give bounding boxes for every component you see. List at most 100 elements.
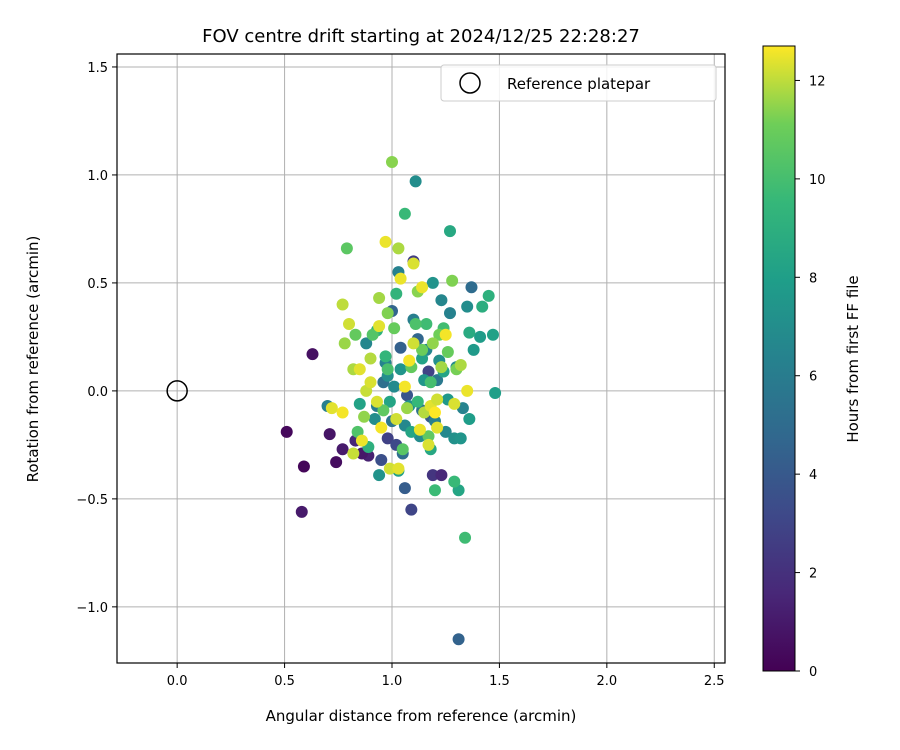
data-point bbox=[383, 462, 396, 475]
data-point bbox=[377, 404, 390, 417]
data-point bbox=[280, 425, 293, 438]
reference-marker bbox=[166, 380, 188, 402]
data-point bbox=[463, 412, 476, 425]
data-point bbox=[426, 276, 439, 289]
data-point bbox=[459, 531, 472, 544]
data-point bbox=[370, 395, 383, 408]
data-point bbox=[353, 397, 366, 410]
y-axis-label: Rotation from reference (arcmin) bbox=[24, 236, 42, 483]
data-point bbox=[381, 363, 394, 376]
data-point bbox=[330, 456, 343, 469]
data-point bbox=[358, 410, 371, 423]
colorbar-label: Hours from first FF file bbox=[844, 275, 862, 442]
data-point bbox=[385, 155, 398, 168]
data-point bbox=[340, 242, 353, 255]
data-point bbox=[366, 328, 379, 341]
x-axis-ticks: 0.0 0.5 1.0 1.5 2.0 2.5 bbox=[167, 663, 725, 689]
data-point bbox=[394, 363, 407, 376]
data-point bbox=[461, 384, 474, 397]
data-point bbox=[422, 438, 435, 451]
data-point bbox=[297, 460, 310, 473]
data-point bbox=[411, 395, 424, 408]
data-point bbox=[364, 352, 377, 365]
data-point bbox=[435, 361, 448, 374]
x-axis-label: Angular distance from reference (arcmin) bbox=[266, 707, 577, 725]
data-point bbox=[409, 317, 422, 330]
data-point bbox=[343, 317, 356, 330]
data-point bbox=[373, 292, 386, 305]
x-tick-label: 2.5 bbox=[704, 674, 725, 689]
x-tick-label: 1.0 bbox=[382, 674, 403, 689]
data-point bbox=[407, 257, 420, 270]
colorbar-ticks: 0 2 4 6 8 10 12 bbox=[795, 74, 826, 680]
data-point bbox=[420, 317, 433, 330]
data-point bbox=[306, 348, 319, 361]
data-point bbox=[295, 505, 308, 518]
data-point bbox=[426, 469, 439, 482]
y-tick-label: −1.0 bbox=[76, 601, 108, 616]
data-point bbox=[396, 443, 409, 456]
data-point bbox=[407, 337, 420, 350]
data-point bbox=[482, 289, 495, 302]
data-point bbox=[431, 393, 444, 406]
data-point bbox=[360, 337, 373, 350]
legend-label: Reference platepar bbox=[507, 75, 651, 93]
colorbar-tick-label: 8 bbox=[809, 271, 817, 286]
data-point bbox=[463, 326, 476, 339]
data-point bbox=[336, 406, 349, 419]
data-point bbox=[405, 503, 418, 516]
data-point bbox=[413, 423, 426, 436]
legend-box bbox=[440, 64, 717, 102]
data-point bbox=[416, 281, 429, 294]
plot-frame bbox=[116, 53, 726, 664]
x-tick-label: 2.0 bbox=[596, 674, 617, 689]
data-point bbox=[448, 397, 461, 410]
data-point bbox=[373, 320, 386, 333]
data-point bbox=[347, 447, 360, 460]
data-point bbox=[426, 337, 439, 350]
data-point bbox=[392, 462, 405, 475]
data-point bbox=[381, 432, 394, 445]
data-point bbox=[476, 300, 489, 313]
data-point bbox=[401, 402, 414, 415]
data-point bbox=[454, 358, 467, 371]
data-point bbox=[381, 307, 394, 320]
legend: Reference platepar bbox=[440, 64, 717, 102]
x-tick-label: 0.0 bbox=[167, 674, 188, 689]
data-point bbox=[390, 412, 403, 425]
colorbar: 0 2 4 6 8 10 12 Hours from first FF file bbox=[762, 45, 862, 680]
colorbar-tick-label: 12 bbox=[809, 74, 826, 89]
y-tick-label: −0.5 bbox=[76, 493, 108, 508]
data-point bbox=[394, 341, 407, 354]
y-tick-label: 1.0 bbox=[87, 169, 108, 184]
data-point bbox=[441, 346, 454, 359]
data-point bbox=[375, 454, 388, 466]
data-point bbox=[349, 328, 362, 341]
data-point bbox=[452, 633, 465, 646]
colorbar-tick-label: 4 bbox=[809, 468, 817, 483]
data-point bbox=[439, 328, 452, 341]
data-point bbox=[394, 272, 407, 285]
data-point bbox=[444, 225, 457, 238]
data-point bbox=[428, 406, 441, 419]
colorbar-tick-label: 0 bbox=[809, 665, 817, 680]
data-point bbox=[409, 175, 422, 188]
data-point bbox=[424, 376, 437, 389]
data-point bbox=[379, 235, 392, 248]
data-point bbox=[422, 430, 435, 443]
data-point bbox=[336, 298, 349, 311]
data-point bbox=[364, 376, 377, 389]
data-point bbox=[431, 421, 444, 434]
data-points bbox=[280, 155, 502, 646]
data-point bbox=[435, 294, 448, 307]
data-point bbox=[448, 475, 461, 488]
data-point bbox=[336, 443, 349, 456]
data-point bbox=[461, 300, 474, 313]
chart-title: FOV centre drift starting at 2024/12/25 … bbox=[202, 26, 640, 47]
data-point bbox=[388, 322, 401, 335]
data-point bbox=[338, 337, 351, 350]
y-axis-ticks: −1.0 −0.5 0.0 0.5 1.0 1.5 bbox=[76, 61, 117, 616]
data-point bbox=[398, 380, 411, 393]
data-point bbox=[390, 287, 403, 300]
data-point bbox=[489, 387, 502, 400]
